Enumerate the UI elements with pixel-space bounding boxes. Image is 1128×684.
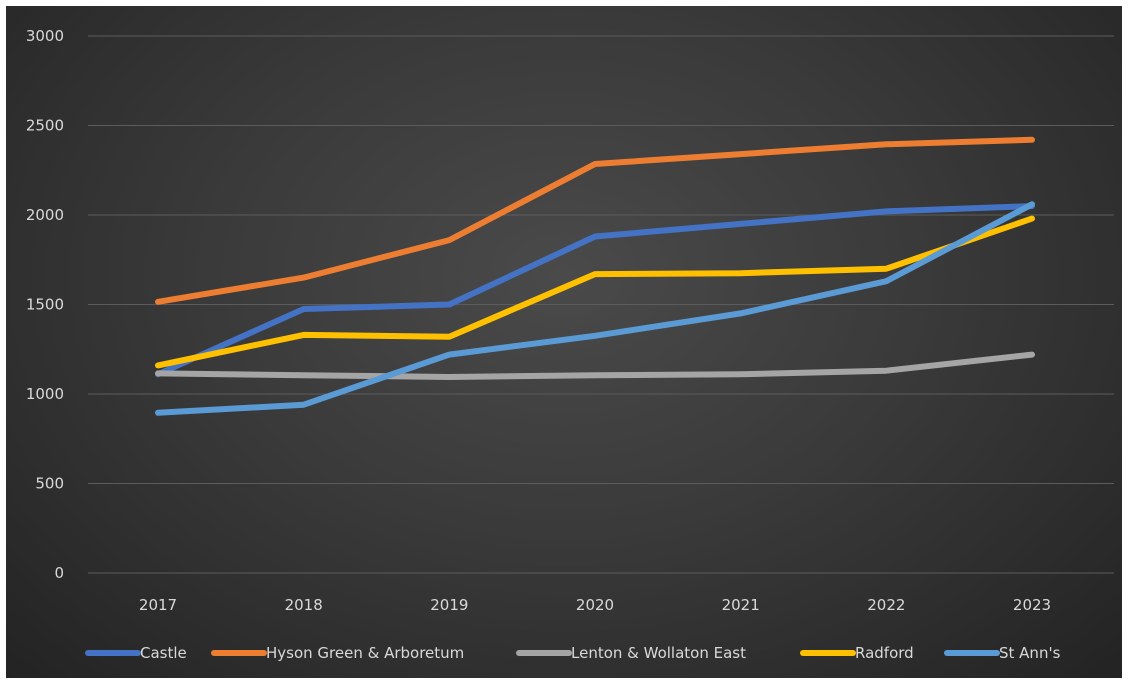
y-tick-label: 2500	[26, 117, 64, 135]
x-tick-label: 2023	[1013, 596, 1051, 614]
y-tick-label: 0	[54, 564, 64, 582]
x-tick-label: 2018	[285, 596, 323, 614]
legend-label: Hyson Green & Arboretum	[266, 644, 464, 662]
y-tick-label: 1500	[26, 296, 64, 314]
series-line-2	[155, 351, 1035, 380]
legend-label: St Ann's	[999, 644, 1061, 662]
series-line-3	[155, 215, 1035, 369]
x-tick-label: 2021	[722, 596, 760, 614]
legend-label: Castle	[140, 644, 187, 662]
y-tick-label: 1000	[26, 385, 64, 403]
x-tick-label: 2020	[576, 596, 614, 614]
legend-label: Radford	[855, 644, 914, 662]
legend: Castle Hyson Green & Arboretum Lenton & Wo…	[85, 644, 1061, 662]
x-axis-ticks: 2017 2018 2019 2020 2021 2022 2023	[139, 596, 1051, 614]
line-chart: 0 500 1000 1500 2000 2500 3000 2017 2018 2019 202…	[26, 27, 1114, 662]
series-lines	[155, 136, 1035, 416]
y-tick-label: 500	[35, 475, 64, 493]
chart-area: 0 500 1000 1500 2000 2500 3000 2017 2018 2019 202…	[6, 6, 1122, 678]
y-axis-ticks: 0 500 1000 1500 2000 2500 3000	[26, 27, 64, 582]
series-line-1	[155, 136, 1035, 305]
gridlines	[88, 35, 1114, 574]
y-tick-label: 3000	[26, 27, 64, 45]
legend-label: Lenton & Wollaton East	[571, 644, 746, 662]
series-line-4	[155, 201, 1035, 416]
x-tick-label: 2017	[139, 596, 177, 614]
series-line-0	[155, 203, 1035, 378]
x-tick-label: 2022	[867, 596, 905, 614]
y-tick-label: 2000	[26, 206, 64, 224]
x-tick-label: 2019	[430, 596, 468, 614]
